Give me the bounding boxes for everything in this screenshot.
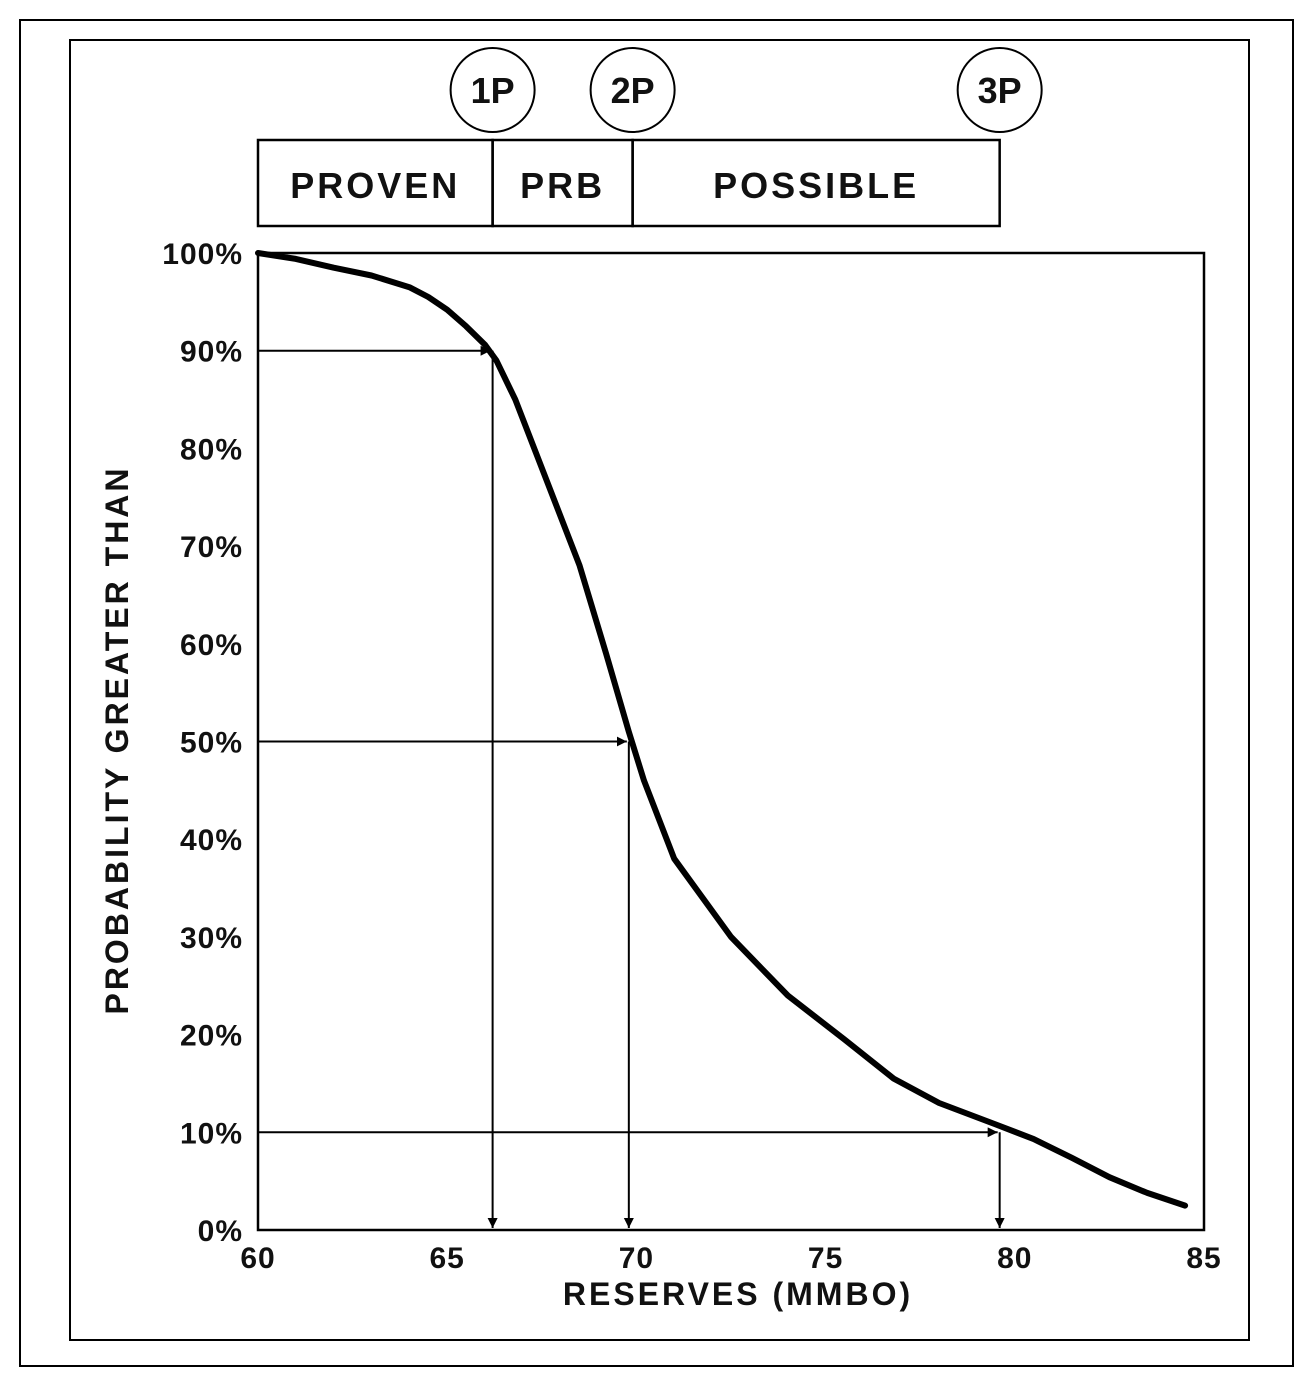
- y-tick-label: 20%: [180, 1020, 243, 1053]
- category-label: POSSIBLE: [713, 165, 919, 206]
- x-axis-title: RESERVES (MMBO): [563, 1276, 913, 1312]
- y-axis-title: PROBABILITY GREATER THAN: [99, 465, 135, 1014]
- outer-frame: [19, 19, 1294, 1367]
- marker-circle: [589, 47, 676, 133]
- y-tick-label: 50%: [180, 727, 243, 760]
- category-label: PRB: [520, 165, 605, 206]
- marker-circle: [449, 47, 536, 133]
- y-tick-label: 80%: [180, 433, 243, 466]
- category-box: [631, 138, 1001, 228]
- marker-label: 3P: [978, 70, 1022, 111]
- y-tick-label: 40%: [180, 824, 243, 857]
- y-tick-label: 90%: [180, 336, 243, 369]
- x-tick-label: 85: [1186, 1242, 1221, 1275]
- x-tick-label: 80: [997, 1242, 1032, 1275]
- marker-label: 2P: [611, 70, 655, 111]
- y-tick-label: 0%: [198, 1215, 243, 1248]
- y-tick-label: 100%: [162, 238, 243, 271]
- inner-frame: [69, 39, 1250, 1341]
- x-tick-label: 65: [430, 1242, 465, 1275]
- y-tick-label: 60%: [180, 629, 243, 662]
- y-tick-label: 70%: [180, 531, 243, 564]
- x-axis-ticks: 60 65 70 75 80 85: [240, 1242, 1221, 1275]
- reserve-markers: 1P 2P 3P: [449, 47, 1043, 133]
- y-tick-label: 10%: [180, 1117, 243, 1150]
- category-label: PROVEN: [290, 165, 460, 206]
- y-tick-label: 30%: [180, 922, 243, 955]
- reference-lines: [258, 345, 1005, 1228]
- x-tick-label: 70: [619, 1242, 654, 1275]
- probability-curve: [255, 250, 1189, 1209]
- marker-circle: [956, 47, 1043, 133]
- category-bar: PROVEN PRB POSSIBLE: [256, 138, 1001, 228]
- x-tick-label: 60: [240, 1242, 275, 1275]
- marker-label: 1P: [471, 70, 515, 111]
- y-axis-ticks: 0% 10% 20% 30% 40% 50% 60% 70% 80% 90% 100%: [162, 238, 243, 1248]
- x-tick-label: 75: [808, 1242, 843, 1275]
